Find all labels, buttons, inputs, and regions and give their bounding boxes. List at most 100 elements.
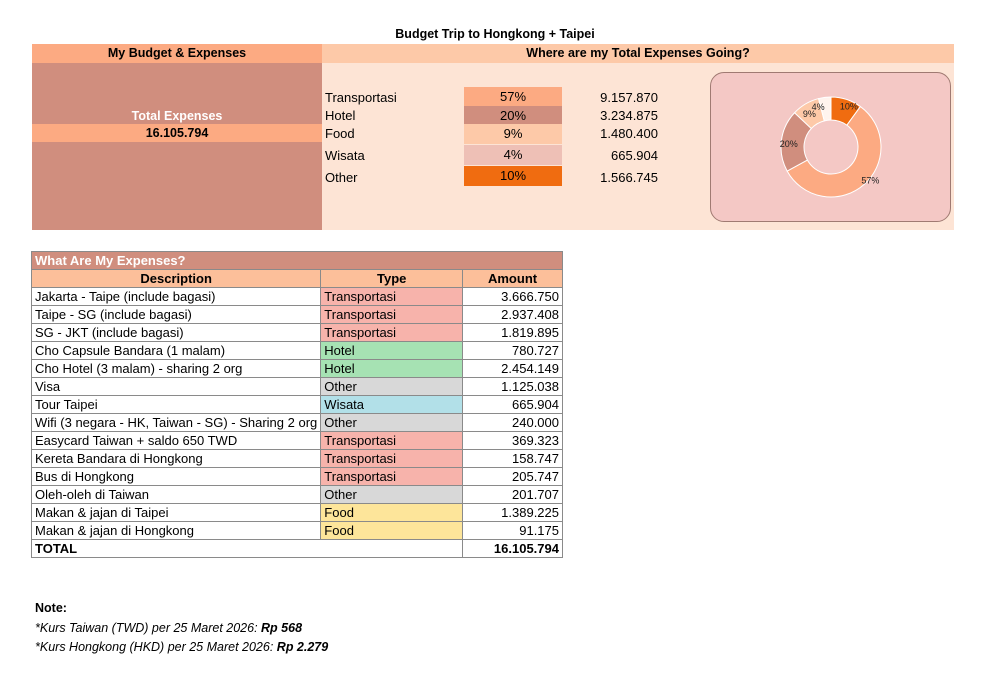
cell-description[interactable]: Cho Capsule Bandara (1 malam) bbox=[30, 341, 322, 360]
category-pct: 9% bbox=[464, 124, 562, 144]
note-twd-value: Rp 568 bbox=[261, 621, 303, 635]
column-header-description[interactable]: Description bbox=[30, 269, 322, 288]
table-row: Wifi (3 negara - HK, Taiwan - SG) - Shar… bbox=[30, 413, 563, 432]
budget-panel bbox=[32, 63, 322, 230]
table-row: Cho Capsule Bandara (1 malam) Hotel 780.72… bbox=[30, 341, 563, 360]
expenses-table: What Are My Expenses? Description Type A… bbox=[30, 251, 563, 558]
cell-amount[interactable]: 780.727 bbox=[462, 341, 563, 360]
table-row: Makan & jajan di Hongkong Food 91.175 bbox=[30, 521, 563, 540]
donut-chart: 10% 57% 20% 9%4% bbox=[780, 96, 882, 198]
table-row: Cho Hotel (3 malam) - sharing 2 org Hotel… bbox=[30, 359, 563, 378]
category-pct: 57% bbox=[464, 87, 562, 107]
total-expenses-value[interactable]: 16.105.794 bbox=[32, 124, 322, 142]
note-line-hkd: *Kurs Hongkong (HKD) per 25 Maret 2026: … bbox=[35, 640, 328, 654]
slice-label: 4% bbox=[812, 102, 825, 112]
cell-type[interactable]: Hotel bbox=[320, 341, 464, 360]
category-amount: 3.234.875 bbox=[600, 108, 658, 123]
expenses-table-title: What Are My Expenses? bbox=[31, 251, 563, 270]
category-amount: 1.480.400 bbox=[600, 126, 658, 141]
note-twd-text: *Kurs Taiwan (TWD) per 25 Maret 2026: bbox=[35, 621, 258, 635]
total-label[interactable]: TOTAL bbox=[30, 539, 464, 558]
slice-wisata[interactable] bbox=[817, 96, 832, 122]
cell-amount[interactable]: 1.819.895 bbox=[462, 323, 563, 342]
cell-type[interactable]: Food bbox=[320, 521, 464, 540]
total-amount[interactable]: 16.105.794 bbox=[462, 539, 563, 558]
cell-description[interactable]: Tour Taipei bbox=[30, 395, 322, 414]
cell-amount[interactable]: 91.175 bbox=[462, 521, 563, 540]
table-row: Easycard Taiwan + saldo 650 TWD Transport… bbox=[30, 431, 563, 450]
cell-description[interactable]: Makan & jajan di Taipei bbox=[30, 503, 322, 522]
category-name: Transportasi bbox=[325, 90, 397, 105]
cell-type[interactable]: Transportasi bbox=[320, 431, 464, 450]
cell-type[interactable]: Transportasi bbox=[320, 323, 464, 342]
category-name: Food bbox=[325, 126, 355, 141]
expenses-body: Jakarta - Taipe (include bagasi) Transpor… bbox=[30, 287, 563, 540]
category-amount: 9.157.870 bbox=[600, 90, 658, 105]
cell-amount[interactable]: 205.747 bbox=[462, 467, 563, 486]
category-amount: 1.566.745 bbox=[600, 170, 658, 185]
cell-description[interactable]: Visa bbox=[30, 377, 322, 396]
cell-amount[interactable]: 1.125.038 bbox=[462, 377, 563, 396]
table-row: Makan & jajan di Taipei Food 1.389.225 bbox=[30, 503, 563, 522]
cell-amount[interactable]: 665.904 bbox=[462, 395, 563, 414]
category-amount: 665.904 bbox=[611, 148, 658, 163]
cell-type[interactable]: Transportasi bbox=[320, 287, 464, 306]
column-header-amount[interactable]: Amount bbox=[462, 269, 563, 288]
table-row: Jakarta - Taipe (include bagasi) Transpor… bbox=[30, 287, 563, 306]
cell-amount[interactable]: 2.454.149 bbox=[462, 359, 563, 378]
cell-description[interactable]: Kereta Bandara di Hongkong bbox=[30, 449, 322, 468]
note-line-twd: *Kurs Taiwan (TWD) per 25 Maret 2026: Rp… bbox=[35, 621, 302, 635]
table-row: Tour Taipei Wisata 665.904 bbox=[30, 395, 563, 414]
table-row: Taipe - SG (include bagasi) Transportasi 2… bbox=[30, 305, 563, 324]
cell-type[interactable]: Wisata bbox=[320, 395, 464, 414]
table-row: Oleh-oleh di Taiwan Other 201.707 bbox=[30, 485, 563, 504]
column-header-type[interactable]: Type bbox=[320, 269, 464, 288]
cell-description[interactable]: Oleh-oleh di Taiwan bbox=[30, 485, 322, 504]
cell-amount[interactable]: 1.389.225 bbox=[462, 503, 563, 522]
sheet-title: Budget Trip to Hongkong + Taipei bbox=[395, 27, 595, 41]
cell-amount[interactable]: 369.323 bbox=[462, 431, 563, 450]
table-row: Kereta Bandara di Hongkong Transportasi 15… bbox=[30, 449, 563, 468]
note-title: Note: bbox=[35, 601, 67, 615]
cell-description[interactable]: Cho Hotel (3 malam) - sharing 2 org bbox=[30, 359, 322, 378]
cell-description[interactable]: SG - JKT (include bagasi) bbox=[30, 323, 322, 342]
expenses-going-header: Where are my Total Expenses Going? bbox=[322, 44, 954, 63]
budget-header: My Budget & Expenses bbox=[32, 44, 322, 63]
slice-label: 20% bbox=[780, 139, 798, 149]
cell-description[interactable]: Makan & jajan di Hongkong bbox=[30, 521, 322, 540]
slice-transportasi[interactable] bbox=[786, 105, 882, 198]
cell-amount[interactable]: 158.747 bbox=[462, 449, 563, 468]
cell-description[interactable]: Easycard Taiwan + saldo 650 TWD bbox=[30, 431, 322, 450]
donut-chart-area[interactable]: 10% 57% 20% 9% 4% bbox=[710, 72, 951, 222]
cell-type[interactable]: Other bbox=[320, 485, 464, 504]
slice-label: 9% bbox=[803, 109, 816, 119]
cell-type[interactable]: Other bbox=[320, 413, 464, 432]
cell-description[interactable]: Taipe - SG (include bagasi) bbox=[30, 305, 322, 324]
category-pct: 10% bbox=[464, 166, 562, 186]
cell-type[interactable]: Transportasi bbox=[320, 467, 464, 486]
cell-description[interactable]: Wifi (3 negara - HK, Taiwan - SG) - Shar… bbox=[30, 413, 322, 432]
cell-description[interactable]: Bus di Hongkong bbox=[30, 467, 322, 486]
cell-amount[interactable]: 3.666.750 bbox=[462, 287, 563, 306]
cell-description[interactable]: Jakarta - Taipe (include bagasi) bbox=[30, 287, 322, 306]
total-expenses-label: Total Expenses bbox=[131, 109, 223, 123]
cell-type[interactable]: Transportasi bbox=[320, 449, 464, 468]
table-row: SG - JKT (include bagasi) Transportasi 1.8… bbox=[30, 323, 563, 342]
category-name: Hotel bbox=[325, 108, 356, 123]
category-pct: 20% bbox=[464, 106, 562, 126]
category-name: Wisata bbox=[325, 148, 365, 163]
category-pct: 4% bbox=[464, 145, 562, 165]
table-row: Bus di Hongkong Transportasi 205.747 bbox=[30, 467, 563, 486]
cell-amount[interactable]: 240.000 bbox=[462, 413, 563, 432]
cell-type[interactable]: Other bbox=[320, 377, 464, 396]
cell-type[interactable]: Transportasi bbox=[320, 305, 464, 324]
note-hkd-text: *Kurs Hongkong (HKD) per 25 Maret 2026: bbox=[35, 640, 274, 654]
expenses-table-wrap: What Are My Expenses? Description Type A… bbox=[30, 251, 563, 558]
table-row: Visa Other 1.125.038 bbox=[30, 377, 563, 396]
cell-type[interactable]: Hotel bbox=[320, 359, 464, 378]
cell-type[interactable]: Food bbox=[320, 503, 464, 522]
slice-label: 57% bbox=[861, 175, 879, 185]
cell-amount[interactable]: 201.707 bbox=[462, 485, 563, 504]
cell-amount[interactable]: 2.937.408 bbox=[462, 305, 563, 324]
note-hkd-value: Rp 2.279 bbox=[276, 640, 329, 654]
